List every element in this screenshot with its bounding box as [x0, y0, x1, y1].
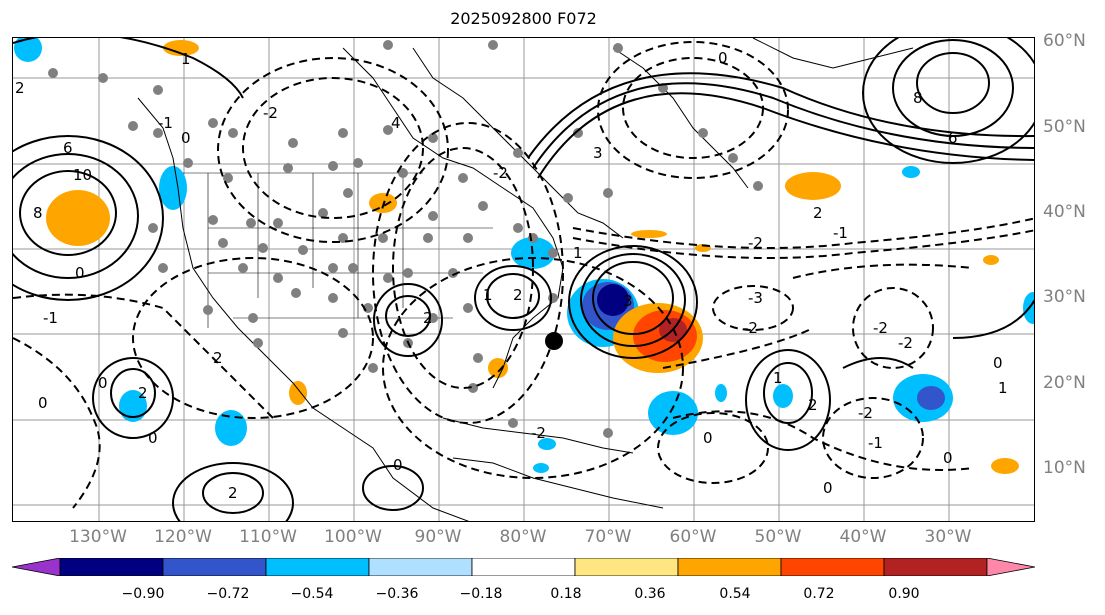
contour-label: 1 — [573, 244, 583, 262]
colorbar-tick: −0.90 — [121, 586, 165, 602]
contour-label: 0 — [823, 479, 833, 497]
colorbar-tick: 0.72 — [803, 586, 835, 602]
lat-label-50n: 50°N — [1043, 117, 1086, 137]
contour-label: -1 — [833, 224, 848, 242]
contour-label: -3 — [748, 289, 763, 307]
contour-label: 0 — [718, 49, 728, 67]
map-panel[interactable]: 1 2 6 10 8 0 -1 0 -1 4 1 2 2 3 3 0 6 8 2… — [12, 37, 1035, 522]
colorbar-tick: 0.18 — [550, 586, 582, 602]
colorbar-tick: 0.90 — [888, 586, 920, 602]
contour-label: -2 — [873, 319, 888, 337]
contour-label: -2 — [493, 164, 508, 182]
contour-label: -2 — [898, 334, 913, 352]
contour-label: -2 — [748, 234, 763, 252]
contour-label: 2 — [423, 309, 433, 327]
lat-label-30n: 30°N — [1043, 287, 1086, 307]
colorbar-segment — [780, 557, 885, 577]
colorbar-segment — [677, 557, 782, 577]
contour-label: 2 — [513, 286, 523, 304]
contour-label: 2 — [228, 484, 238, 502]
positive-contours — [13, 38, 1034, 521]
contour-label: 8 — [913, 89, 923, 107]
colorbar-segment — [59, 557, 164, 577]
contour-label: 2 — [813, 204, 823, 222]
station-dots — [48, 40, 763, 438]
colorbar-extend-low — [11, 557, 61, 577]
lon-label-70w: 70°W — [584, 527, 632, 547]
colorbar-tick: 0.36 — [634, 586, 666, 602]
contour-label: 0 — [943, 449, 953, 467]
colorbar-segment — [471, 557, 576, 577]
contour-label: -2 — [743, 319, 758, 337]
contour-label: 1 — [483, 286, 493, 304]
lon-label-90w: 90°W — [414, 527, 462, 547]
negative-contours — [13, 41, 1034, 509]
contour-label: 6 — [63, 139, 73, 157]
lon-label-80w: 80°W — [499, 527, 547, 547]
lon-label-120w: 120°W — [154, 527, 212, 547]
lon-label-60w: 60°W — [669, 527, 717, 547]
lat-label-20n: 20°N — [1043, 373, 1086, 393]
contour-label: 6 — [948, 129, 958, 147]
contour-label: 2 — [138, 384, 148, 402]
contour-label-group: 1 2 6 10 8 0 -1 0 -1 4 1 2 2 3 3 0 6 8 2… — [15, 49, 1008, 502]
contour-label: 0 — [393, 456, 403, 474]
lon-label-100w: 100°W — [324, 527, 382, 547]
contour-label: 3 — [593, 144, 603, 162]
contour-label: 2 — [213, 349, 223, 367]
contour-label: 2 — [808, 396, 818, 414]
lon-label-110w: 110°W — [239, 527, 297, 547]
colorbar-tick: −0.72 — [206, 586, 250, 602]
contour-label: 8 — [33, 204, 43, 222]
colorbar-tick: −0.18 — [459, 586, 503, 602]
lat-label-60n: 60°N — [1043, 31, 1086, 51]
lon-label-130w: 130°W — [69, 527, 127, 547]
contour-label: 4 — [391, 114, 401, 132]
colorbar-segment — [574, 557, 679, 577]
state-borders — [183, 172, 493, 328]
contour-label: 0 — [148, 429, 158, 447]
contour-label: 0 — [993, 354, 1003, 372]
contour-label: 1 — [998, 379, 1008, 397]
storm-center-dot — [545, 332, 563, 350]
colorbar-tick: −0.54 — [290, 586, 334, 602]
shaded-regions — [14, 38, 1034, 474]
colorbar-tick: 0.54 — [719, 586, 751, 602]
contour-label: -1 — [43, 309, 58, 327]
colorbar-segment — [368, 557, 473, 577]
contour-label: -2 — [531, 424, 546, 442]
contour-label: 2 — [15, 79, 25, 97]
colorbar-segment — [265, 557, 370, 577]
lat-label-10n: 10°N — [1043, 458, 1086, 478]
lon-label-40w: 40°W — [839, 527, 887, 547]
contour-label: 0 — [98, 374, 108, 392]
lat-label-40n: 40°N — [1043, 202, 1086, 222]
colorbar-canvas — [11, 557, 1036, 577]
contour-label: 0 — [38, 394, 48, 412]
lon-label-50w: 50°W — [754, 527, 802, 547]
colorbar — [11, 557, 1036, 577]
contour-label: 0 — [703, 429, 713, 447]
contour-label: 10 — [73, 166, 92, 184]
contour-label: 3 — [623, 292, 633, 310]
contour-label: -1 — [158, 114, 173, 132]
map-canvas: 1 2 6 10 8 0 -1 0 -1 4 1 2 2 3 3 0 6 8 2… — [13, 38, 1034, 521]
contour-label: 0 — [75, 264, 85, 282]
colorbar-tick: −0.36 — [375, 586, 419, 602]
coastlines — [137, 38, 914, 521]
colorbar-segment — [883, 557, 988, 577]
lon-label-30w: 30°W — [924, 527, 972, 547]
colorbar-extend-high — [986, 557, 1036, 577]
contour-label: -2 — [858, 404, 873, 422]
contour-label: -2 — [263, 104, 278, 122]
contour-label: 1 — [181, 50, 191, 68]
plot-title: 2025092800 F072 — [450, 9, 597, 28]
colorbar-segment — [162, 557, 267, 577]
contour-label: -1 — [868, 434, 883, 452]
contour-label: 1 — [773, 369, 783, 387]
contour-label: 0 — [181, 129, 191, 147]
